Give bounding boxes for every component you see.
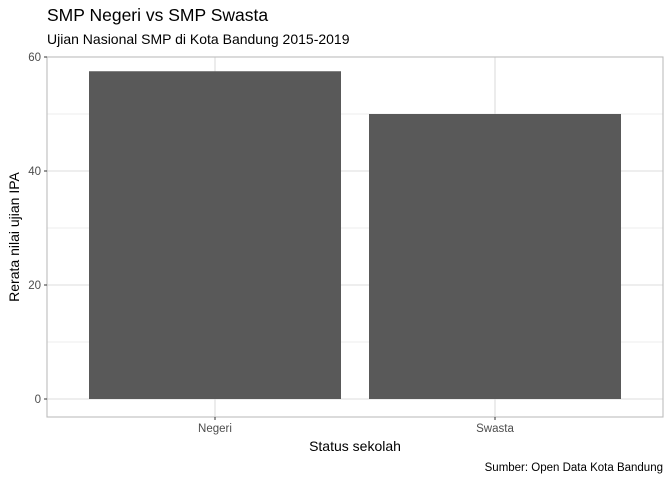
y-axis-title: Rerata nilai ujian IPA (6, 171, 22, 301)
y-tick-label: 0 (35, 394, 41, 406)
bars (89, 71, 621, 399)
panel-border (46, 56, 664, 418)
y-tick-label: 40 (28, 166, 41, 178)
chart-title: SMP Negeri vs SMP Swasta (47, 5, 269, 25)
x-axis-ticks: Negeri Swasta (198, 417, 514, 435)
x-axis-title: Status sekolah (309, 438, 401, 454)
bar-swasta (369, 114, 621, 399)
y-tick-label: 60 (28, 52, 41, 64)
x-tick-label-negeri: Negeri (198, 423, 232, 435)
bar-negeri (89, 71, 341, 399)
y-axis-ticks: 0 20 40 60 (28, 52, 47, 406)
chart-caption: Sumber: Open Data Kota Bandung (485, 462, 663, 474)
x-tick-label-swasta: Swasta (476, 423, 514, 435)
chart-subtitle: Ujian Nasional SMP di Kota Bandung 2015-… (47, 31, 350, 47)
y-tick-label: 20 (28, 280, 41, 292)
